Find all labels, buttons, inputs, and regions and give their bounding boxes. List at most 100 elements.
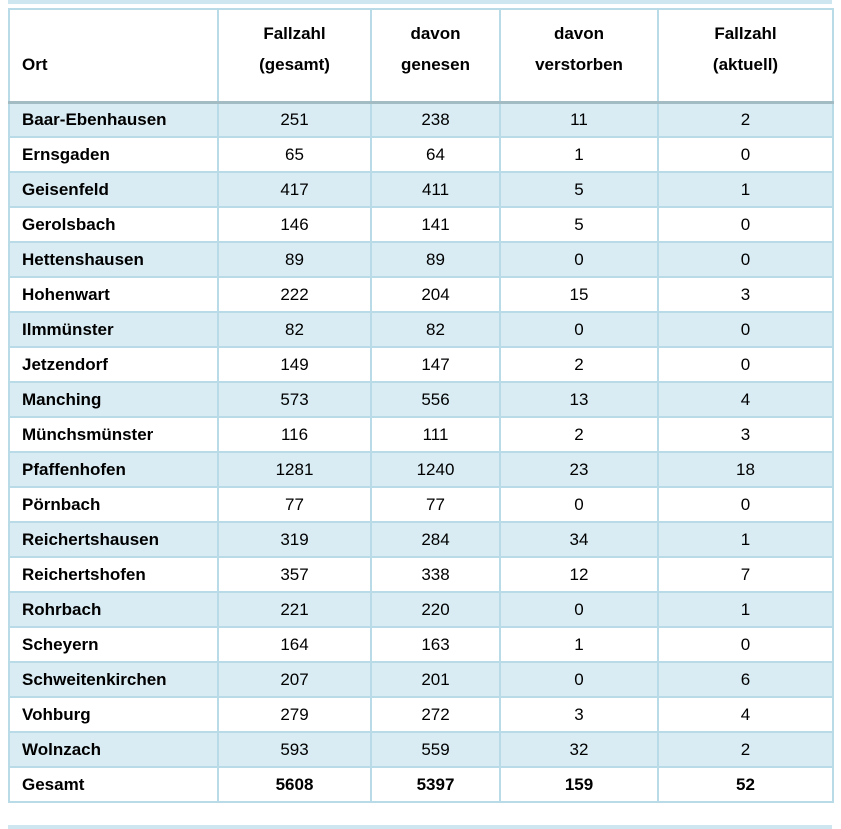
- cell-davon-genesen: 201: [370, 661, 501, 698]
- cell-fallzahl-aktuell: 0: [657, 136, 834, 173]
- table-row: Ilmmünster 82 82 0 0: [8, 311, 834, 348]
- table-row: Reichertshausen 319 284 34 1: [8, 521, 834, 558]
- table-row: Pfaffenhofen 1281 1240 23 18: [8, 451, 834, 488]
- header-row: Ort Fallzahl (gesamt) davon genesen davon vers…: [8, 8, 834, 104]
- table-row: Manching 573 556 13 4: [8, 381, 834, 418]
- cell-fallzahl-aktuell: 1: [657, 521, 834, 558]
- cell-davon-genesen: 64: [370, 136, 501, 173]
- cell-davon-genesen: 141: [370, 206, 501, 243]
- cell-davon-verstorben: 11: [499, 101, 659, 138]
- cell-davon-verstorben: 5: [499, 206, 659, 243]
- cell-fallzahl-gesamt: 89: [217, 241, 372, 278]
- cell-fallzahl-gesamt: 222: [217, 276, 372, 313]
- cell-fallzahl-gesamt: 82: [217, 311, 372, 348]
- table-row: Hohenwart 222 204 15 3: [8, 276, 834, 313]
- cell-davon-verstorben: 0: [499, 661, 659, 698]
- header-line-1: Fallzahl: [263, 24, 326, 43]
- cell-davon-genesen: 82: [370, 311, 501, 348]
- cell-davon-genesen: 163: [370, 626, 501, 663]
- table-row: Scheyern 164 163 1 0: [8, 626, 834, 663]
- cell-ort: Gesamt: [8, 766, 219, 803]
- cell-fallzahl-aktuell: 1: [657, 591, 834, 628]
- cell-fallzahl-aktuell: 0: [657, 241, 834, 278]
- column-header-ort: Ort: [8, 8, 219, 104]
- cell-fallzahl-gesamt: 319: [217, 521, 372, 558]
- top-partial-element: [8, 0, 832, 4]
- cell-davon-verstorben: 32: [499, 731, 659, 768]
- cell-ort: Vohburg: [8, 696, 219, 733]
- cell-fallzahl-aktuell: 0: [657, 486, 834, 523]
- cell-ort: Baar-Ebenhausen: [8, 101, 219, 138]
- cell-fallzahl-aktuell: 52: [657, 766, 834, 803]
- table-row: Rohrbach 221 220 0 1: [8, 591, 834, 628]
- cell-davon-verstorben: 3: [499, 696, 659, 733]
- cell-ort: Geisenfeld: [8, 171, 219, 208]
- cell-davon-genesen: 89: [370, 241, 501, 278]
- cell-fallzahl-aktuell: 3: [657, 276, 834, 313]
- cell-fallzahl-gesamt: 251: [217, 101, 372, 138]
- table-row: Vohburg 279 272 3 4: [8, 696, 834, 733]
- cell-fallzahl-aktuell: 2: [657, 101, 834, 138]
- table-row: Pörnbach 77 77 0 0: [8, 486, 834, 523]
- cell-fallzahl-gesamt: 417: [217, 171, 372, 208]
- cell-davon-verstorben: 1: [499, 136, 659, 173]
- table-row: Baar-Ebenhausen 251 238 11 2: [8, 101, 834, 138]
- table-row: Schweitenkirchen 207 201 0 6: [8, 661, 834, 698]
- cell-davon-verstorben: 12: [499, 556, 659, 593]
- table-row: Hettenshausen 89 89 0 0: [8, 241, 834, 278]
- cell-davon-verstorben: 2: [499, 346, 659, 383]
- cell-fallzahl-aktuell: 4: [657, 381, 834, 418]
- header-line-2: (gesamt): [259, 55, 330, 74]
- cell-ort: Schweitenkirchen: [8, 661, 219, 698]
- cell-fallzahl-gesamt: 116: [217, 416, 372, 453]
- cell-ort: Reichertshausen: [8, 521, 219, 558]
- covid-cases-table: Ort Fallzahl (gesamt) davon genesen davon vers…: [8, 8, 834, 803]
- cell-ort: Wolnzach: [8, 731, 219, 768]
- table-row: Gerolsbach 146 141 5 0: [8, 206, 834, 243]
- cell-fallzahl-gesamt: 573: [217, 381, 372, 418]
- table-row: Wolnzach 593 559 32 2: [8, 731, 834, 768]
- cell-fallzahl-aktuell: 0: [657, 206, 834, 243]
- cell-davon-genesen: 1240: [370, 451, 501, 488]
- header-line-1: Fallzahl: [714, 24, 777, 43]
- cell-fallzahl-gesamt: 279: [217, 696, 372, 733]
- cell-fallzahl-aktuell: 2: [657, 731, 834, 768]
- cell-fallzahl-aktuell: 7: [657, 556, 834, 593]
- table-row: Jetzendorf 149 147 2 0: [8, 346, 834, 383]
- cell-fallzahl-aktuell: 0: [657, 626, 834, 663]
- cell-davon-genesen: 238: [370, 101, 501, 138]
- cell-davon-verstorben: 0: [499, 311, 659, 348]
- cell-davon-verstorben: 5: [499, 171, 659, 208]
- cell-davon-genesen: 147: [370, 346, 501, 383]
- cell-ort: Rohrbach: [8, 591, 219, 628]
- cell-davon-genesen: 272: [370, 696, 501, 733]
- cell-ort: Münchsmünster: [8, 416, 219, 453]
- cell-davon-genesen: 77: [370, 486, 501, 523]
- cell-davon-verstorben: 0: [499, 486, 659, 523]
- cell-davon-genesen: 411: [370, 171, 501, 208]
- cell-fallzahl-gesamt: 146: [217, 206, 372, 243]
- cell-davon-verstorben: 0: [499, 591, 659, 628]
- cell-ort: Hohenwart: [8, 276, 219, 313]
- cell-davon-verstorben: 1: [499, 626, 659, 663]
- cell-davon-genesen: 5397: [370, 766, 501, 803]
- cell-fallzahl-gesamt: 593: [217, 731, 372, 768]
- cell-ort: Reichertshofen: [8, 556, 219, 593]
- cell-fallzahl-gesamt: 164: [217, 626, 372, 663]
- cell-fallzahl-aktuell: 1: [657, 171, 834, 208]
- cell-fallzahl-aktuell: 4: [657, 696, 834, 733]
- header-line-1: Ort: [22, 55, 48, 74]
- table-header: Ort Fallzahl (gesamt) davon genesen davon vers…: [8, 8, 834, 104]
- cell-fallzahl-aktuell: 3: [657, 416, 834, 453]
- cell-fallzahl-gesamt: 149: [217, 346, 372, 383]
- bottom-partial-element: [8, 825, 832, 829]
- cell-fallzahl-aktuell: 6: [657, 661, 834, 698]
- header-line-1: davon: [410, 24, 461, 43]
- cell-ort: Pörnbach: [8, 486, 219, 523]
- table-row: Ernsgaden 65 64 1 0: [8, 136, 834, 173]
- header-line-1: davon: [553, 24, 605, 43]
- column-header-fallzahl-aktuell: Fallzahl (aktuell): [657, 8, 834, 104]
- cell-davon-genesen: 204: [370, 276, 501, 313]
- cell-davon-verstorben: 23: [499, 451, 659, 488]
- cell-davon-genesen: 338: [370, 556, 501, 593]
